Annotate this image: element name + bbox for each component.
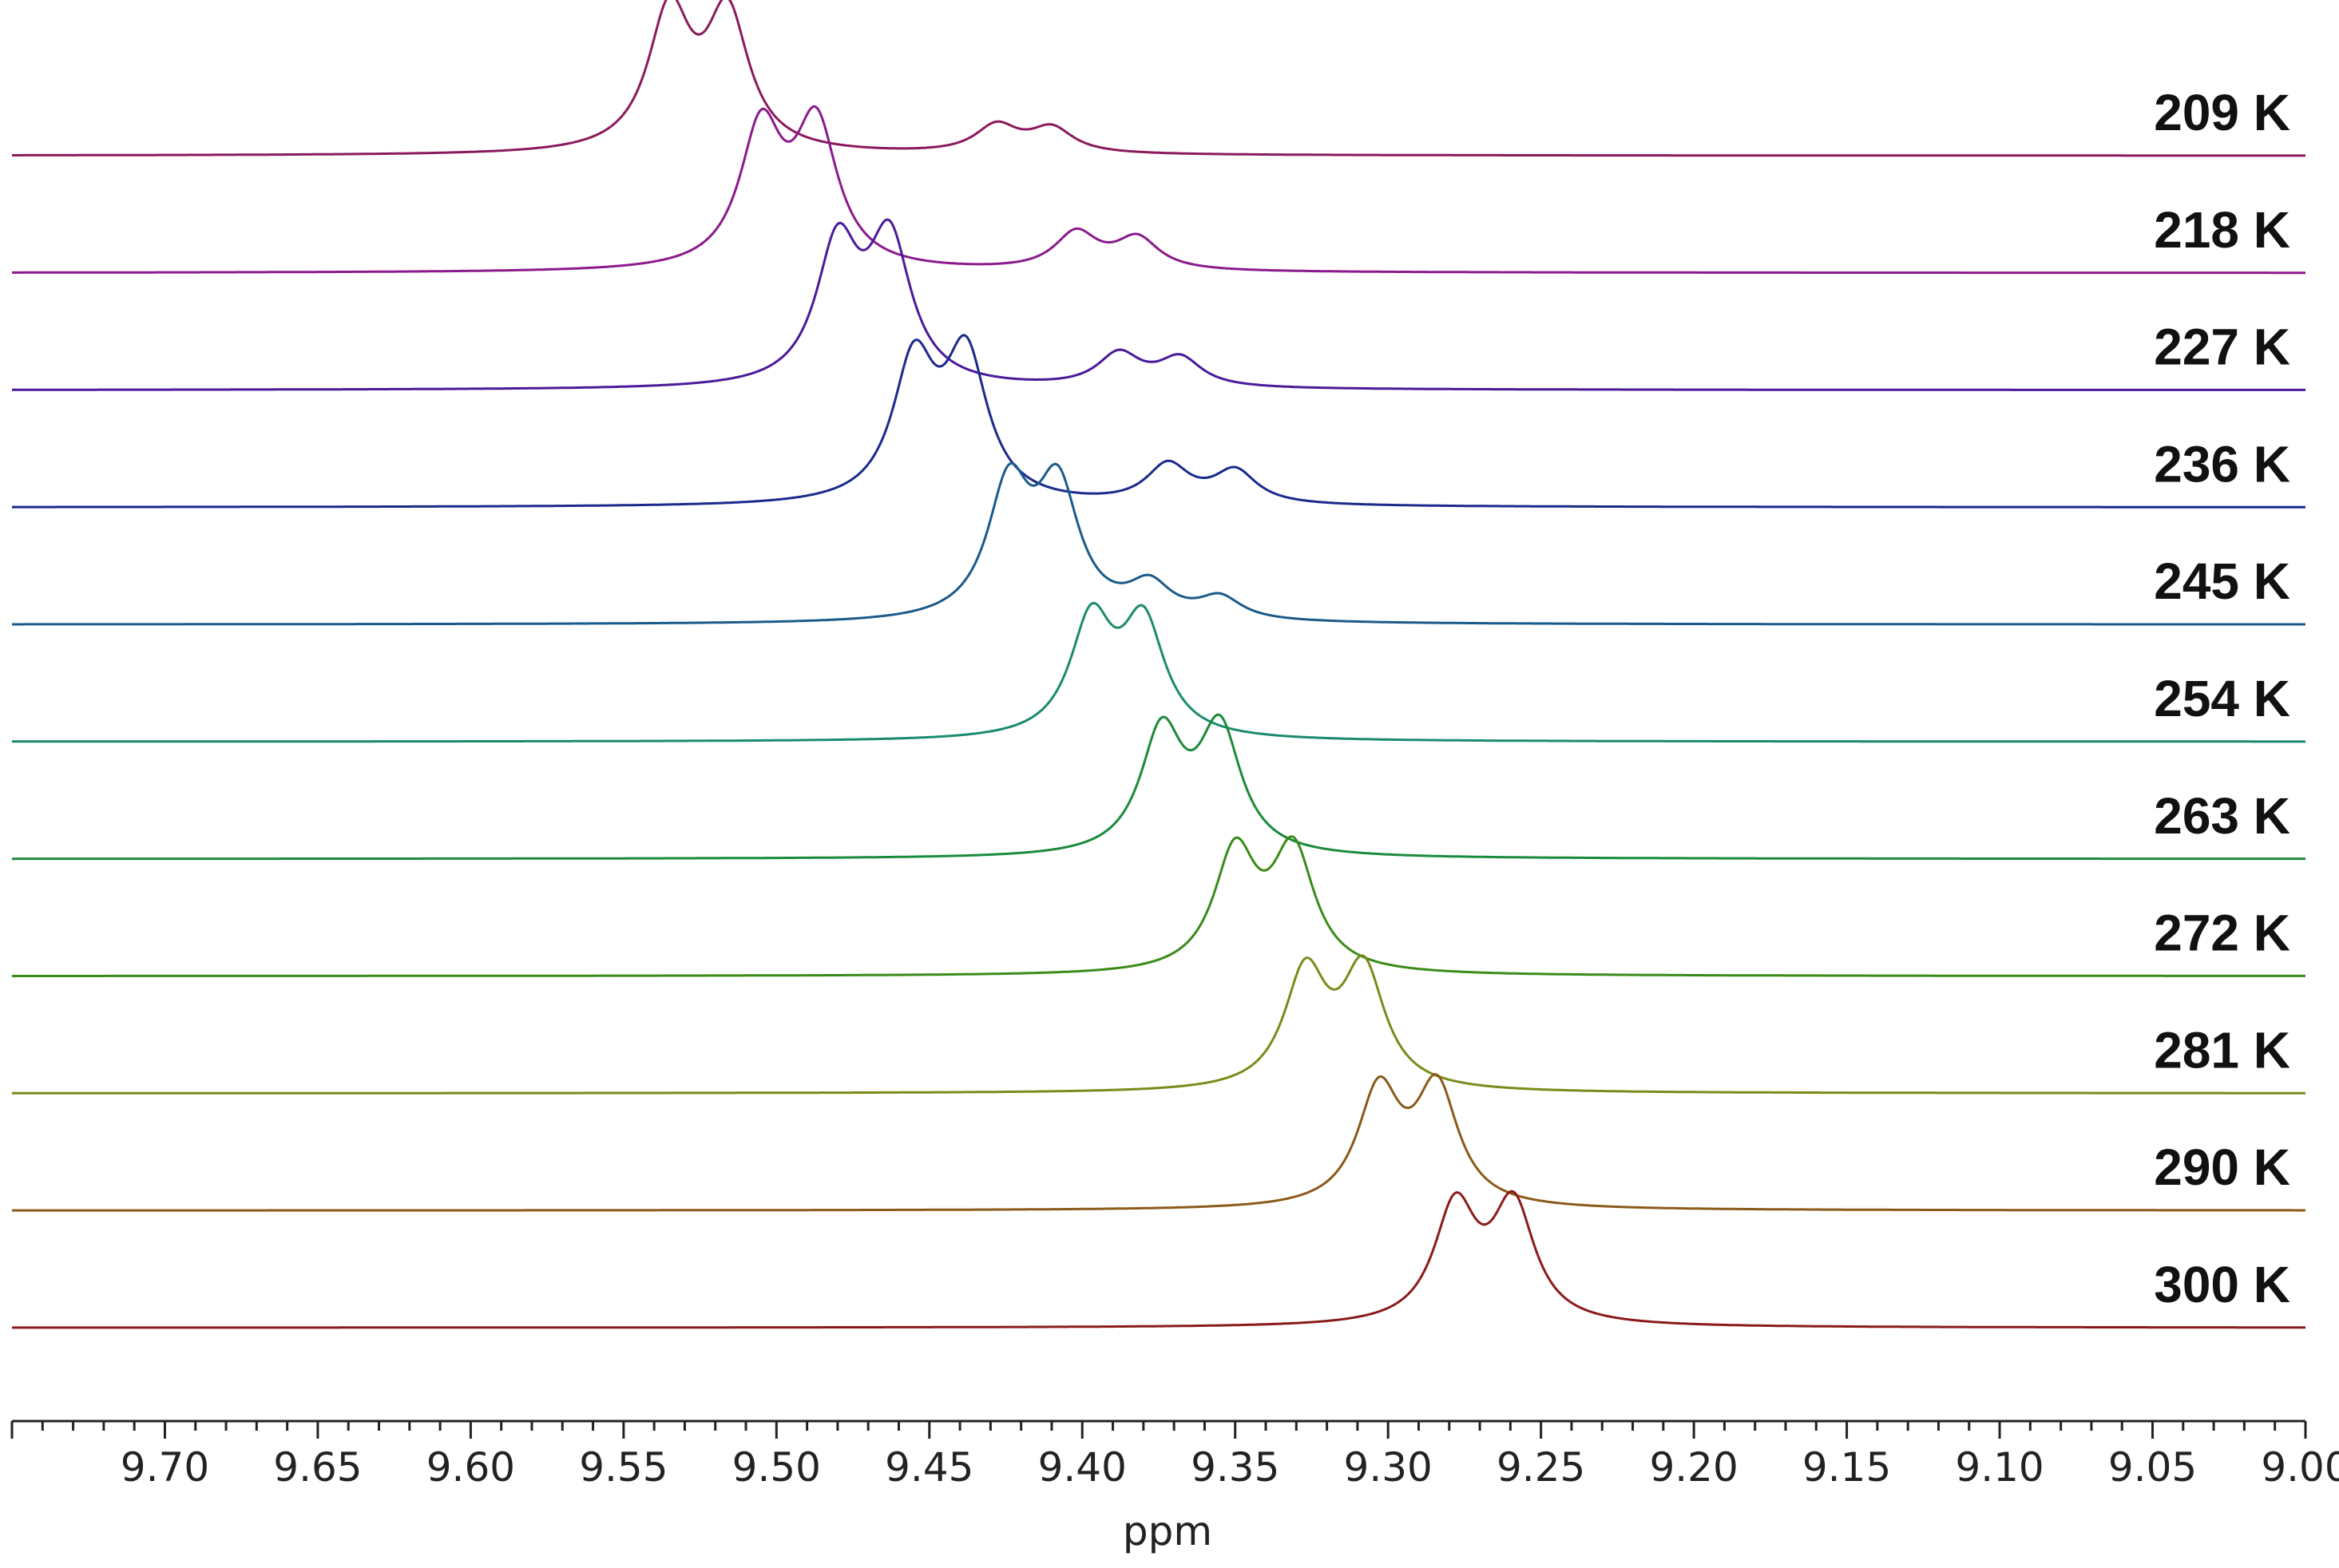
x-axis-title: ppm xyxy=(1123,1508,1212,1554)
x-tick-label: 9.35 xyxy=(1191,1444,1279,1491)
x-tick-label: 9.40 xyxy=(1038,1444,1127,1491)
x-tick-label: 9.00 xyxy=(2261,1444,2339,1491)
x-tick-label: 9.60 xyxy=(426,1444,515,1491)
spectrum-trace xyxy=(12,1073,2305,1212)
x-tick-label: 9.25 xyxy=(1497,1444,1585,1491)
trace-temperature-label: 236 K xyxy=(2154,435,2290,493)
x-tick-label: 9.15 xyxy=(1802,1444,1891,1491)
trace-temperature-label: 254 K xyxy=(2154,670,2290,727)
spectrum-trace xyxy=(12,0,2305,157)
trace-labels: 209 K 218 K 227 K 236 K 245 K 254 K 263 K 272 K… xyxy=(2154,84,2290,1313)
x-tick-label: 9.10 xyxy=(1955,1444,2044,1491)
trace-temperature-label: 281 K xyxy=(2154,1021,2290,1079)
spectrum-trace xyxy=(12,601,2305,743)
trace-temperature-label: 263 K xyxy=(2154,787,2290,845)
x-tick-label: 9.65 xyxy=(273,1444,362,1491)
x-axis-tick-labels: 9.70 9.65 9.60 9.55 9.50 9.45 9.40 9.35 9.30 9.25… xyxy=(121,1444,2339,1491)
x-axis-ticks xyxy=(10,1421,2307,1439)
spectrum-trace xyxy=(12,461,2305,626)
x-tick-label: 9.30 xyxy=(1344,1444,1433,1491)
spectrum-trace xyxy=(12,105,2305,275)
trace-temperature-label: 290 K xyxy=(2154,1138,2290,1196)
spectrum-trace xyxy=(12,835,2305,977)
trace-temperature-label: 245 K xyxy=(2154,552,2290,610)
spectrum-trace xyxy=(12,954,2305,1095)
spectra-traces xyxy=(12,0,2305,1329)
trace-temperature-label: 272 K xyxy=(2154,905,2290,962)
x-axis: 9.70 9.65 9.60 9.55 9.50 9.45 9.40 9.35 9.30 9.25… xyxy=(10,1420,2339,1554)
spectrum-trace xyxy=(12,218,2305,391)
x-tick-label: 9.45 xyxy=(885,1444,973,1491)
x-tick-label: 9.20 xyxy=(1649,1444,1738,1491)
x-tick-label: 9.55 xyxy=(579,1444,668,1491)
trace-temperature-label: 209 K xyxy=(2154,84,2290,141)
trace-temperature-label: 300 K xyxy=(2154,1256,2290,1313)
spectrum-trace xyxy=(12,1190,2305,1329)
spectrum-trace xyxy=(12,334,2305,509)
trace-temperature-label: 218 K xyxy=(2154,201,2290,259)
x-tick-label: 9.50 xyxy=(732,1444,821,1491)
trace-temperature-label: 227 K xyxy=(2154,319,2290,376)
x-tick-label: 9.70 xyxy=(121,1444,209,1491)
x-tick-label: 9.05 xyxy=(2108,1444,2197,1491)
spectrum-trace xyxy=(12,713,2305,861)
